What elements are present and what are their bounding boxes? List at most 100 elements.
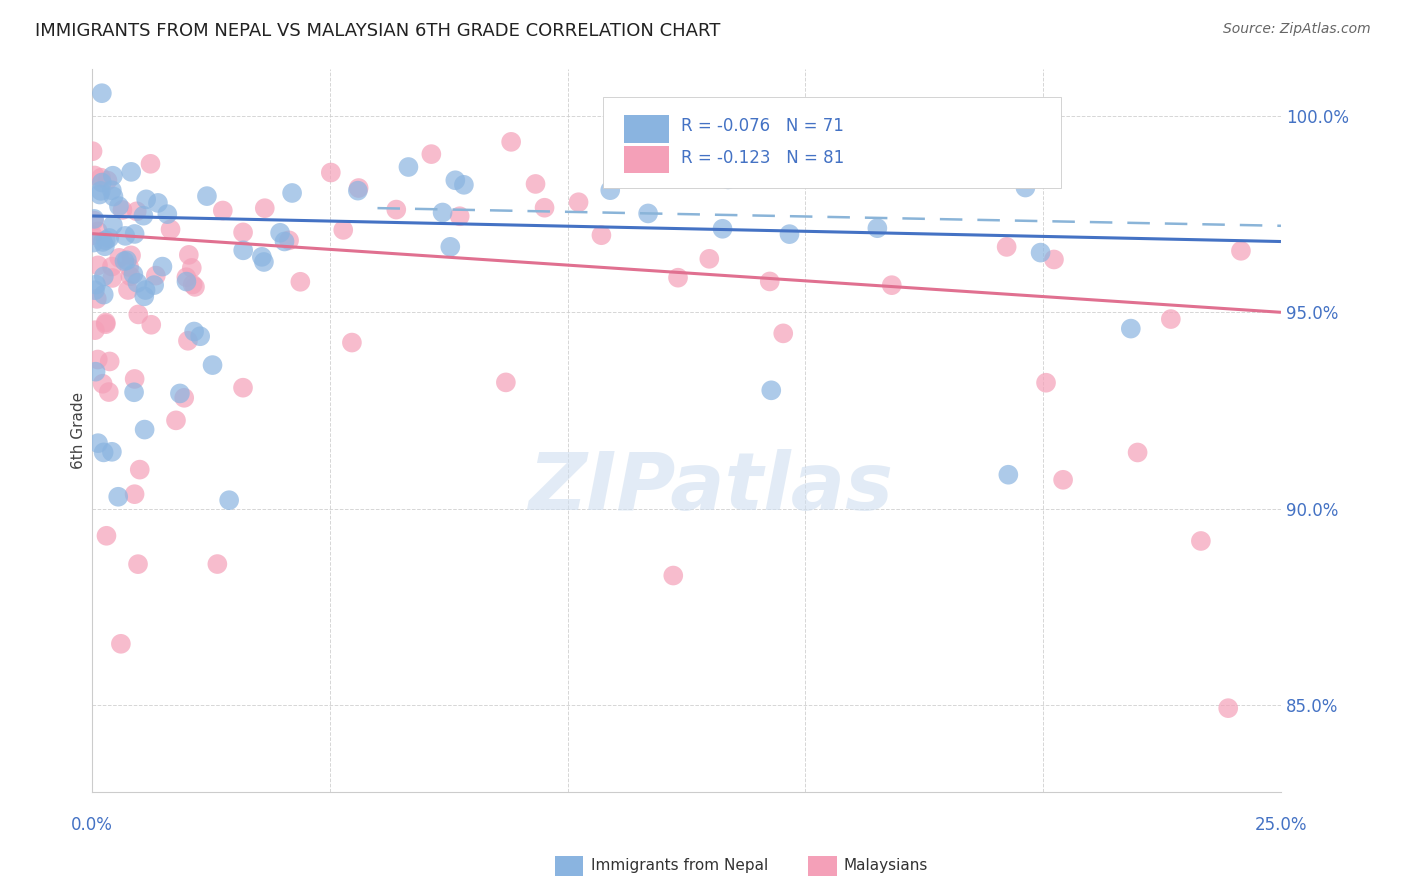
Point: [114, 228, 136, 243]
Point: [94, 317, 117, 331]
Point: [269, 226, 291, 240]
Point: [90, 176, 112, 190]
Point: [90, 184, 112, 198]
Point: [347, 184, 370, 198]
Point: [94, 316, 117, 330]
Point: [98, 354, 121, 368]
Point: [232, 244, 254, 258]
Point: [135, 192, 157, 206]
Point: [1126, 445, 1149, 459]
Point: [250, 250, 273, 264]
Point: [176, 270, 198, 285]
Point: [94, 239, 117, 253]
Point: [211, 203, 233, 218]
Point: [145, 268, 167, 283]
Point: [866, 221, 889, 235]
Point: [772, 326, 794, 341]
Point: [91, 376, 114, 391]
Point: [188, 329, 211, 343]
Point: [697, 252, 720, 266]
Point: [117, 283, 139, 297]
Point: [122, 385, 145, 400]
Point: [997, 467, 1019, 482]
Point: [96, 529, 118, 543]
Point: [449, 209, 471, 223]
Y-axis label: 6th Grade: 6th Grade: [72, 392, 87, 469]
Point: [779, 227, 801, 241]
Point: [83, 211, 105, 226]
Point: [90, 86, 112, 100]
Text: R = -0.123   N = 81: R = -0.123 N = 81: [681, 148, 844, 167]
Point: [385, 202, 408, 217]
Point: [120, 165, 142, 179]
Point: [127, 557, 149, 571]
Point: [111, 202, 134, 217]
Point: [93, 445, 115, 459]
Point: [83, 283, 105, 297]
Point: [319, 165, 342, 179]
Text: ZIPatlas: ZIPatlas: [527, 450, 893, 527]
Point: [134, 289, 156, 303]
FancyBboxPatch shape: [624, 145, 669, 173]
Point: [347, 181, 370, 195]
Point: [89, 187, 111, 202]
Point: [524, 177, 547, 191]
Point: [115, 253, 138, 268]
Point: [501, 135, 523, 149]
Point: [934, 149, 956, 163]
Point: [132, 209, 155, 223]
Point: [177, 334, 200, 348]
Point: [108, 251, 131, 265]
Point: [340, 335, 363, 350]
Point: [82, 145, 104, 159]
Point: [273, 235, 295, 249]
Point: [995, 240, 1018, 254]
Point: [232, 381, 254, 395]
Point: [124, 372, 146, 386]
Point: [396, 160, 419, 174]
Text: Source: ZipAtlas.com: Source: ZipAtlas.com: [1223, 22, 1371, 37]
Point: [218, 493, 240, 508]
Point: [101, 218, 124, 232]
Point: [180, 260, 202, 275]
Point: [108, 199, 131, 213]
Point: [253, 201, 276, 215]
Point: [118, 260, 141, 274]
Point: [184, 280, 207, 294]
Point: [290, 275, 312, 289]
Point: [90, 170, 112, 185]
Point: [766, 169, 789, 183]
Point: [87, 224, 110, 238]
Point: [1043, 252, 1066, 267]
Point: [134, 423, 156, 437]
Point: [1014, 180, 1036, 194]
Point: [87, 352, 110, 367]
Point: [87, 436, 110, 450]
Point: [114, 254, 136, 268]
Point: [84, 365, 107, 379]
Point: [156, 207, 179, 221]
Point: [127, 276, 149, 290]
Point: [1035, 376, 1057, 390]
Point: [1052, 473, 1074, 487]
Point: [94, 233, 117, 247]
Point: [97, 385, 120, 400]
Point: [120, 269, 142, 284]
Point: [139, 157, 162, 171]
Point: [128, 462, 150, 476]
Point: [207, 557, 229, 571]
Point: [880, 278, 903, 293]
Point: [84, 323, 107, 337]
Point: [568, 195, 591, 210]
Point: [93, 269, 115, 284]
Point: [101, 444, 124, 458]
Point: [1119, 321, 1142, 335]
Point: [591, 228, 613, 243]
Point: [173, 391, 195, 405]
Point: [1218, 701, 1240, 715]
Point: [120, 248, 142, 262]
Point: [495, 376, 517, 390]
Point: [83, 169, 105, 183]
FancyBboxPatch shape: [624, 115, 669, 143]
Point: [1029, 245, 1052, 260]
